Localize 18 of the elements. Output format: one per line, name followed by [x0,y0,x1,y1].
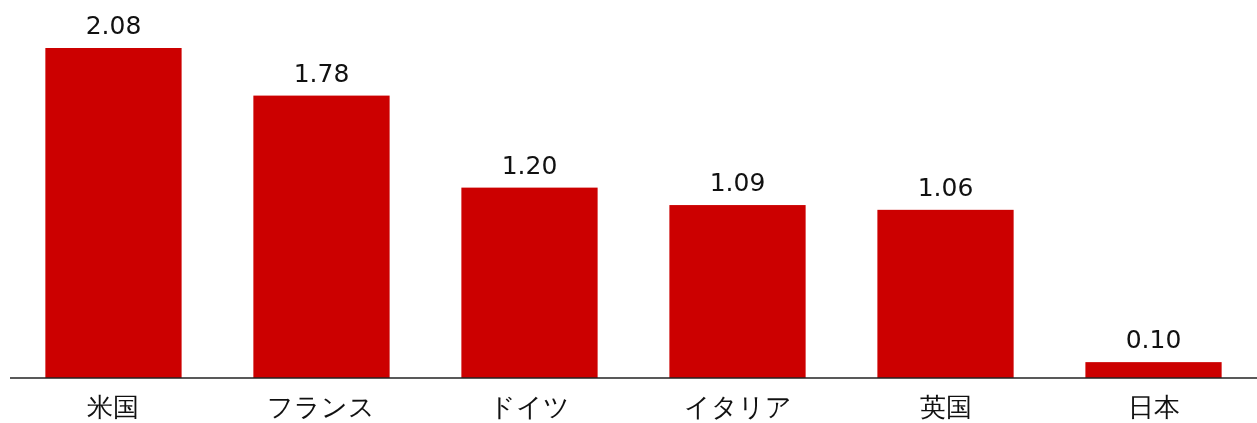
x-tick-label: 英国 [919,392,972,422]
bar [877,209,1014,378]
bar [461,187,598,378]
x-tick-label: 米国 [87,392,140,422]
x-tick-label: イタリア [683,392,792,422]
x-tick-label: ドイツ [489,392,570,422]
bar [253,95,390,378]
bar [45,48,182,378]
data-label: 1.06 [917,172,974,202]
bar [1085,362,1222,378]
data-label: 1.78 [293,58,350,88]
x-tick-label: フランス [267,392,376,422]
data-label: 1.20 [501,150,558,180]
data-label: 0.10 [1125,325,1182,355]
data-label: 1.09 [709,168,766,198]
data-label: 2.08 [85,11,142,40]
bar [669,205,806,378]
x-tick-label: 日本 [1127,392,1180,422]
